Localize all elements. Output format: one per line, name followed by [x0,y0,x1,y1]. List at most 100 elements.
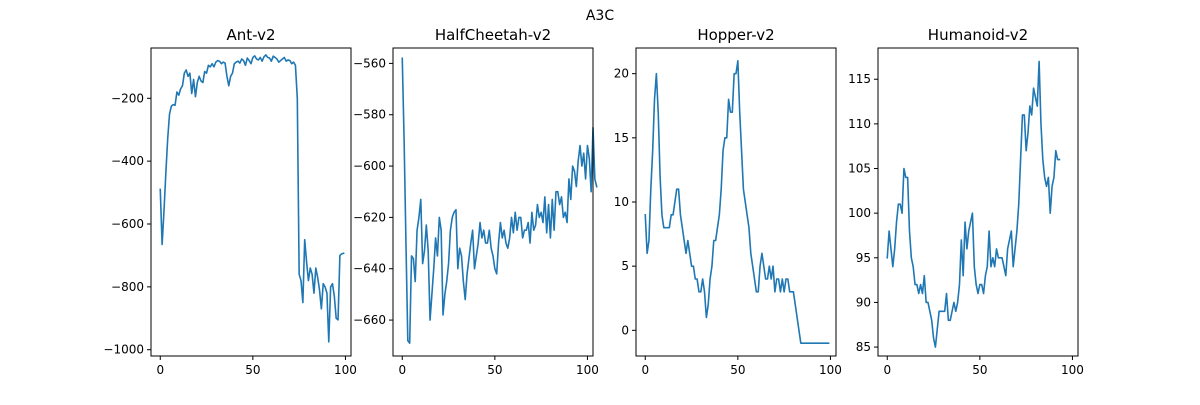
data-point [977,293,978,294]
data-point [326,293,327,294]
data-point [237,61,238,62]
data-point [1003,266,1004,267]
data-point [245,65,246,66]
data-point [1046,186,1047,187]
data-point [269,57,270,58]
data-point [761,253,762,254]
figure-title: A3C [586,8,614,24]
data-point [774,291,775,292]
data-point [295,65,296,66]
data-point [529,242,530,243]
data-point [299,274,300,275]
data-point [548,204,549,205]
data-point [213,66,214,67]
data-point [289,60,290,61]
data-point [252,57,253,58]
data-point [1055,150,1056,151]
data-point [313,293,314,294]
x-tick-label: 100 [819,363,842,377]
data-point [337,319,338,320]
data-point [913,266,914,267]
data-point [824,343,825,344]
y-tick-label: 15 [614,131,629,145]
data-point [492,255,493,256]
data-point [291,63,292,64]
data-point [758,291,759,292]
data-point [1027,132,1028,133]
plot-frame [877,47,1079,357]
data-point [996,248,997,249]
data-point [171,106,172,107]
y-tick-label: −640 [353,262,386,276]
data-point [416,230,417,231]
data-point [565,212,566,213]
data-point [236,62,237,63]
data-point [204,71,205,72]
data-point [454,212,455,213]
data-point [800,343,801,344]
data-point [650,189,651,190]
data-point [806,343,807,344]
data-point [317,277,318,278]
data-point [485,242,486,243]
data-point [411,255,412,256]
data-point [989,230,990,231]
data-point [676,189,677,190]
data-point [926,302,927,303]
data-point [964,221,965,222]
data-point [463,281,464,282]
data-point [663,227,664,228]
x-tick-label: 100 [334,363,357,377]
data-point [552,199,553,200]
data-point [585,178,586,179]
data-point [968,230,969,231]
data-point [550,237,551,238]
data-point [184,73,185,74]
data-point [826,343,827,344]
data-point [226,76,227,77]
data-point [557,191,558,192]
data-point [197,82,198,83]
data-point [591,191,592,192]
data-point [901,213,902,214]
data-point [795,304,796,305]
data-point [1011,230,1012,231]
data-point [429,319,430,320]
data-point [693,266,694,267]
data-point [249,60,250,61]
data-point [187,76,188,77]
data-point [1018,204,1019,205]
data-point [191,93,192,94]
data-point [698,291,699,292]
data-point [341,253,342,254]
data-point [1040,123,1041,124]
y-tick-label: −560 [353,56,386,70]
data-point [472,230,473,231]
data-point [763,266,764,267]
data-point [951,311,952,312]
data-point [1042,159,1043,160]
data-point [409,343,410,344]
data-point [479,222,480,223]
data-point [444,294,445,295]
data-point [232,73,233,74]
data-point [887,257,888,258]
data-point [892,266,893,267]
data-point [939,311,940,312]
y-tick-label: −200 [111,91,144,105]
data-point [470,242,471,243]
data-point [778,278,779,279]
data-point [212,63,213,64]
data-point [533,230,534,231]
data-point [476,255,477,256]
data-point [570,199,571,200]
data-point [756,291,757,292]
data-point [817,343,818,344]
data-point [737,60,738,61]
data-point [468,258,469,259]
data-point [717,227,718,228]
data-point [323,283,324,284]
data-point [730,112,731,113]
data-point [809,343,810,344]
data-point [241,58,242,59]
